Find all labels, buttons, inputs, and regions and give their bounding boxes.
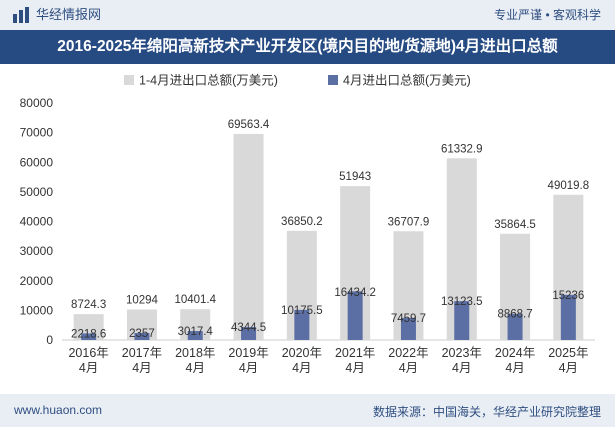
data-label-total-5: 51943	[339, 171, 371, 183]
data-label-april-8: 8868.7	[497, 309, 532, 321]
legend-label-1: 1-4月进出口总额(万美元)	[139, 74, 278, 88]
data-label-total-8: 35864.5	[494, 219, 536, 231]
x-tick-label-7-0: 2023年	[442, 346, 482, 360]
x-tick-label-3-1: 4月	[239, 361, 258, 375]
y-tick-label-7: 70000	[20, 126, 54, 140]
x-tick-label-3-0: 2019年	[228, 346, 268, 360]
x-tick-label-4-1: 4月	[292, 361, 311, 375]
y-tick-label-1: 10000	[20, 303, 54, 317]
y-tick-label-2: 20000	[20, 274, 54, 288]
data-label-total-1: 10294	[126, 295, 159, 307]
data-label-total-4: 36850.2	[281, 216, 323, 228]
y-tick-label-6: 60000	[20, 155, 54, 169]
y-tick-label-5: 50000	[20, 185, 54, 199]
x-tick-label-8-1: 4月	[505, 361, 524, 375]
bar-april-6	[400, 317, 416, 340]
data-label-total-6: 36707.9	[388, 216, 430, 228]
bar-april-7	[454, 301, 470, 340]
data-label-april-4: 10175.5	[281, 305, 323, 317]
brand-name: 华经情报网	[36, 7, 102, 22]
bar-april-9	[560, 294, 576, 340]
x-tick-label-1-1: 4月	[132, 361, 151, 375]
y-tick-label-8: 80000	[20, 96, 54, 110]
legend-swatch-2	[328, 75, 338, 85]
x-tick-label-5-1: 4月	[345, 361, 364, 375]
x-tick-label-0-1: 4月	[79, 361, 98, 375]
bar-april-2	[187, 331, 203, 340]
bar-april-3	[241, 327, 257, 340]
site-url[interactable]: www.huaon.com	[14, 403, 103, 417]
data-label-total-7: 61332.9	[441, 143, 483, 155]
bar-chart: 1-4月进出口总额(万美元) 4月进出口总额(万美元) 0 10000 20000 300…	[20, 74, 595, 375]
x-tick-label-2-1: 4月	[186, 361, 205, 375]
data-label-april-1: 2357	[129, 328, 155, 340]
bar-april-5	[347, 291, 363, 340]
data-label-total-0: 8724.3	[71, 299, 106, 311]
x-tick-label-8-0: 2024年	[495, 346, 535, 360]
legend-swatch-1	[124, 75, 134, 85]
chart-title: 2016-2025年绵阳高新技术产业开发区(境内目的地/货源地)4月进出口总额	[57, 38, 558, 55]
y-tick-label-0: 0	[46, 333, 53, 347]
x-tick-label-5-0: 2021年	[335, 346, 375, 360]
x-tick-label-1-0: 2017年	[122, 346, 162, 360]
data-label-april-9: 15236	[552, 290, 584, 302]
bar-april-8	[507, 313, 523, 340]
brand-chart-icon	[13, 7, 29, 23]
bar-april-1	[134, 333, 150, 340]
x-tick-label-9-0: 2025年	[548, 346, 588, 360]
bar-april-4	[294, 309, 310, 340]
data-label-total-2: 10401.4	[174, 294, 216, 306]
data-label-april-2: 3017.4	[178, 326, 214, 338]
footer-bar: www.huaon.com 数据来源：中国海关，华经产业研究院整理	[0, 394, 615, 427]
x-tick-label-4-0: 2020年	[282, 346, 322, 360]
legend-label-2: 4月进出口总额(万美元)	[343, 74, 471, 88]
bar-total-3	[233, 133, 264, 340]
top-bar: 华经情报网 专业严谨 • 客观科学	[0, 0, 615, 30]
y-tick-label-4: 40000	[20, 215, 54, 229]
data-label-total-3: 69563.4	[228, 119, 270, 131]
x-tick-label-7-1: 4月	[452, 361, 471, 375]
data-label-april-5: 16434.2	[334, 287, 376, 299]
x-tick-label-2-0: 2018年	[175, 346, 215, 360]
tagline: 专业严谨 • 客观科学	[494, 8, 601, 22]
brand-logo: 华经情报网	[12, 6, 101, 24]
title-bar: 2016-2025年绵阳高新技术产业开发区(境内目的地/货源地)4月进出口总额	[0, 30, 615, 64]
data-label-april-7: 13123.5	[441, 296, 483, 308]
data-label-april-0: 2218.6	[71, 328, 106, 340]
data-label-april-6: 7459.7	[391, 313, 426, 325]
bar-april-0	[81, 333, 97, 340]
data-label-april-3: 4344.5	[231, 322, 266, 334]
data-source: 数据来源：中国海关，华经产业研究院整理	[372, 405, 601, 419]
x-tick-label-9-1: 4月	[559, 361, 578, 375]
y-tick-label-3: 30000	[20, 244, 54, 258]
x-tick-label-6-1: 4月	[399, 361, 418, 375]
data-label-total-9: 49019.8	[548, 180, 590, 192]
x-tick-label-0-0: 2016年	[68, 346, 108, 360]
x-tick-label-6-0: 2022年	[388, 346, 428, 360]
